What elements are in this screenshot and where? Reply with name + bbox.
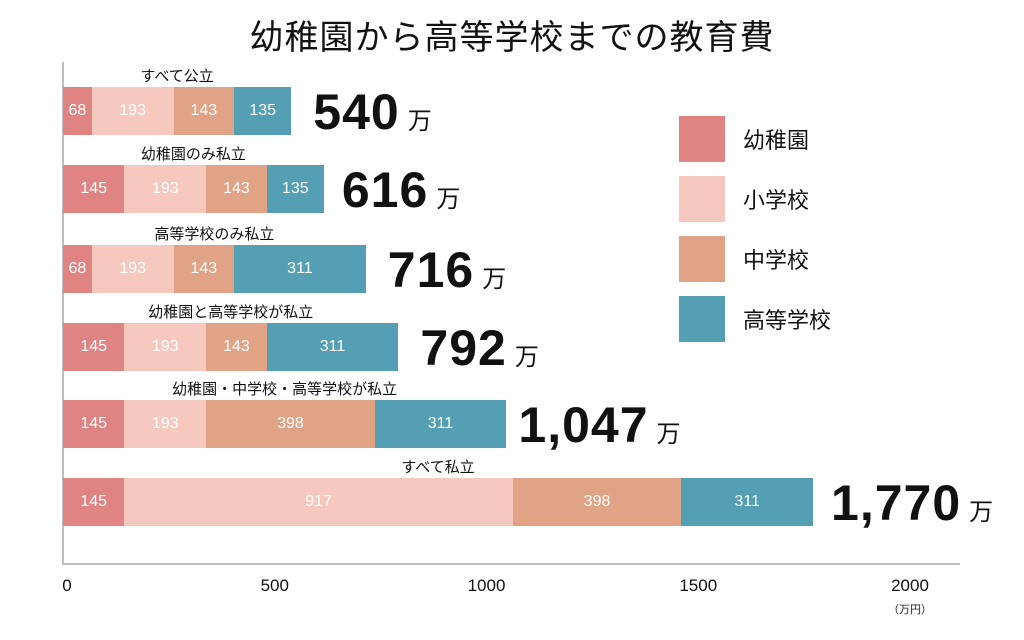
- bar-segment: 145: [63, 478, 125, 526]
- x-tick-label: 1500: [679, 576, 718, 595]
- bar-segment: 135: [234, 87, 292, 135]
- bar-segment: 193: [91, 87, 174, 135]
- total-unit: 万: [656, 420, 681, 448]
- total-value: 1,770: [831, 475, 962, 531]
- stacked-bar: 145 193 398 311: [63, 400, 507, 448]
- bar-segment: 193: [91, 245, 174, 293]
- bar-segment: 193: [124, 165, 207, 213]
- bar-segment: 145: [63, 323, 125, 371]
- group-label: 幼稚園と高等学校が私立: [148, 303, 314, 321]
- total-label: 540 万: [313, 83, 431, 141]
- bar-segment: 68: [63, 245, 92, 293]
- total-label: 716 万: [388, 241, 506, 299]
- legend-item: 高等学校: [679, 296, 831, 342]
- total-value: 540: [313, 84, 400, 140]
- x-tick-label: 2000: [891, 576, 929, 595]
- total-unit: 万: [436, 185, 461, 213]
- total-unit: 万: [482, 265, 507, 293]
- total-value: 792: [420, 320, 507, 376]
- bar-segment: 917: [124, 478, 513, 526]
- bar-segment: 398: [206, 400, 375, 448]
- group-label: 高等学校のみ私立: [154, 225, 275, 243]
- legend-swatch: [679, 176, 725, 222]
- chart-title: 幼稚園から高等学校までの教育費: [249, 18, 775, 58]
- legend-label: 中学校: [743, 249, 810, 274]
- legend: 幼稚園小学校中学校高等学校: [679, 116, 831, 356]
- stacked-bar: 145 917 398 311: [63, 478, 813, 526]
- bar-segment: 193: [124, 400, 207, 448]
- bar-segment: 143: [206, 323, 267, 371]
- bar-segment: 143: [206, 165, 267, 213]
- x-tick-label: 0: [62, 576, 72, 595]
- bar-segment: 311: [681, 478, 813, 526]
- total-value: 616: [341, 162, 429, 218]
- stacked-bar: 68 193 143 311: [63, 245, 366, 293]
- total-value: 716: [387, 242, 475, 298]
- bar-segment: 68: [63, 87, 92, 135]
- stacked-bar: 145 193 143 135: [63, 165, 324, 213]
- legend-swatch: [679, 296, 725, 342]
- bar-segment: 311: [266, 323, 399, 371]
- total-unit: 万: [407, 107, 432, 135]
- bar-segment: 193: [124, 323, 207, 371]
- bar-segment: 311: [374, 400, 507, 448]
- total-label: 1,770 万: [831, 474, 993, 532]
- group-label: すべて私立: [401, 458, 475, 476]
- stacked-bar: 68 193 143 135: [63, 87, 292, 135]
- bar-segment: 143: [173, 87, 235, 135]
- stacked-bar: 145 193 143 311: [63, 323, 399, 371]
- bar-segment: 135: [266, 165, 324, 213]
- bar-segment: 145: [63, 165, 125, 213]
- x-axis-line: [62, 563, 960, 565]
- bar-segment: 398: [512, 478, 682, 526]
- legend-item: 小学校: [679, 176, 831, 222]
- legend-item: 幼稚園: [679, 116, 831, 162]
- total-label: 616 万: [342, 161, 460, 219]
- total-value: 1,047: [518, 397, 649, 453]
- group-label: 幼稚園・中学校・高等学校が私立: [172, 380, 398, 398]
- x-tick-label: 1000: [467, 576, 506, 595]
- legend-label: 幼稚園: [743, 129, 810, 154]
- y-axis-line: [62, 62, 64, 564]
- total-label: 792 万: [420, 319, 538, 377]
- total-unit: 万: [514, 343, 539, 371]
- bar-segment: 311: [234, 245, 366, 293]
- total-unit: 万: [969, 498, 994, 526]
- x-axis-unit: （万円）: [888, 603, 932, 616]
- legend-label: 高等学校: [743, 309, 832, 334]
- bar-segment: 145: [63, 400, 125, 448]
- bar-segment: 143: [173, 245, 235, 293]
- legend-item: 中学校: [679, 236, 831, 282]
- group-label: すべて公立: [140, 67, 214, 85]
- legend-label: 小学校: [743, 189, 810, 214]
- x-tick-label: 500: [260, 576, 289, 595]
- group-label: 幼稚園のみ私立: [140, 145, 246, 163]
- legend-swatch: [679, 116, 725, 162]
- legend-swatch: [679, 236, 725, 282]
- total-label: 1,047 万: [518, 396, 680, 454]
